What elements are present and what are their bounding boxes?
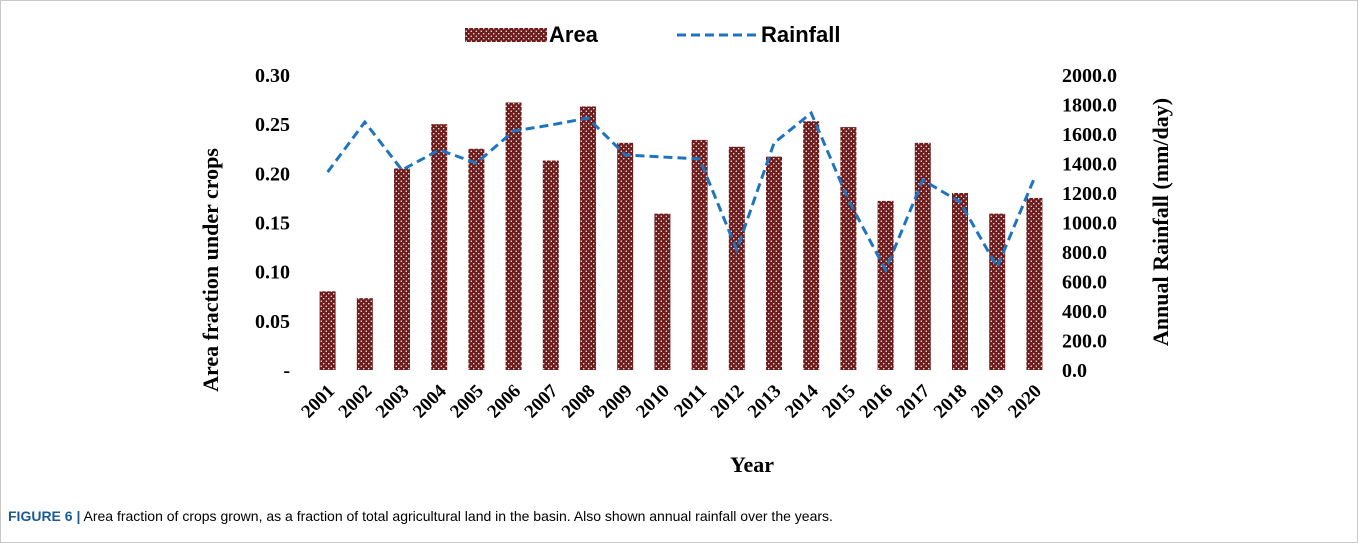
bar bbox=[877, 200, 894, 370]
y2-tick-label: 200.0 bbox=[1062, 331, 1107, 353]
caption-text: Area fraction of crops grown, as a fract… bbox=[84, 508, 833, 524]
y2-tick-label: 1400.0 bbox=[1062, 154, 1117, 176]
y-tick-label: 0.15 bbox=[255, 213, 290, 235]
bar bbox=[691, 139, 708, 370]
y2-tick-label: 800.0 bbox=[1062, 242, 1107, 264]
bar bbox=[319, 291, 336, 370]
y2-tick-label: 2000.0 bbox=[1062, 65, 1117, 87]
y2-tick-label: 1600.0 bbox=[1062, 124, 1117, 146]
legend-label: Area bbox=[549, 22, 599, 47]
legend-swatch bbox=[465, 28, 547, 42]
bar bbox=[989, 213, 1006, 370]
bar bbox=[654, 213, 671, 370]
line bbox=[326, 110, 1036, 274]
legend-label: Rainfall bbox=[761, 22, 840, 47]
bar bbox=[505, 102, 522, 371]
bar bbox=[803, 121, 820, 370]
y-tick-label: 0.10 bbox=[255, 262, 290, 284]
bar bbox=[914, 142, 931, 370]
x-axis-title: Year bbox=[730, 452, 774, 477]
bar bbox=[952, 193, 968, 370]
y2-tick-label: 1000.0 bbox=[1062, 213, 1117, 235]
y-tick-label: - bbox=[283, 360, 290, 382]
bar bbox=[766, 156, 782, 370]
y-tick-label: 0.25 bbox=[255, 114, 290, 136]
bar bbox=[431, 124, 448, 371]
bar bbox=[542, 160, 559, 370]
y2-tick-label: 400.0 bbox=[1062, 301, 1107, 323]
caption: FIGURE 6 | Area fraction of crops grown,… bbox=[8, 508, 833, 524]
bar bbox=[468, 148, 485, 370]
y2-tick-label: 1200.0 bbox=[1062, 183, 1117, 205]
y2-axis-title: Annual Rainfall (mm/day) bbox=[1148, 98, 1173, 346]
y-tick-label: 0.05 bbox=[255, 311, 290, 333]
bar bbox=[840, 127, 857, 370]
y2-tick-label: 1800.0 bbox=[1062, 95, 1117, 117]
y2-tick-label: 0.0 bbox=[1062, 360, 1087, 382]
y-axis-title: Area fraction under crops bbox=[198, 148, 223, 392]
caption-label: FIGURE 6 | bbox=[8, 508, 80, 524]
y-tick-label: 0.20 bbox=[255, 163, 290, 185]
bar bbox=[394, 168, 410, 370]
bar bbox=[728, 146, 745, 370]
bar bbox=[356, 298, 373, 370]
y-tick-label: 0.30 bbox=[255, 65, 290, 87]
y2-tick-label: 600.0 bbox=[1062, 272, 1107, 294]
bar bbox=[617, 142, 634, 370]
bar bbox=[580, 106, 596, 370]
bar bbox=[1026, 197, 1043, 370]
